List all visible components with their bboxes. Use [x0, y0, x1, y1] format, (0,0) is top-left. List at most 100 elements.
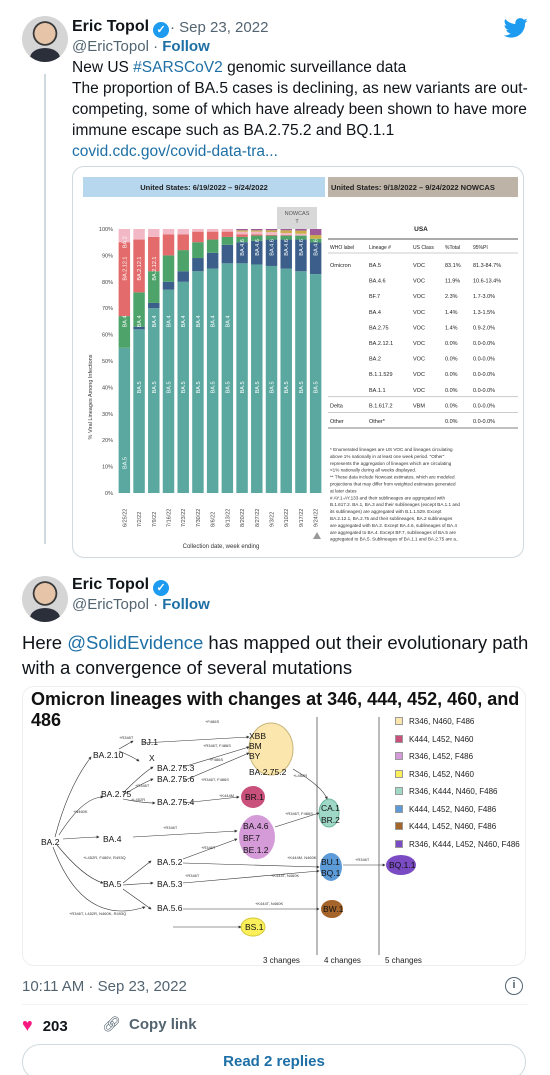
- col-4-changes: 4 changes: [324, 956, 361, 965]
- bar-segment: [295, 233, 307, 236]
- bar-segment: [162, 281, 175, 290]
- bar-segment: [162, 229, 175, 235]
- bar-segment: [251, 231, 263, 235]
- author-name-2[interactable]: Eric Topol ✓: [72, 576, 170, 596]
- tweet-date[interactable]: · Sep 23, 2022: [170, 19, 269, 36]
- like-button[interactable]: ♥ 203: [22, 1015, 68, 1036]
- divider: [22, 1004, 528, 1005]
- node-bw1: BW.1: [323, 904, 344, 914]
- follow-button-2[interactable]: Follow: [162, 596, 210, 613]
- bar-segment: [162, 255, 175, 282]
- follow-button[interactable]: Follow: [162, 38, 210, 55]
- author-name[interactable]: Eric Topol ✓: [72, 18, 170, 38]
- legend-item: K444, L452, N460, F486: [395, 822, 496, 832]
- info-icon[interactable]: i: [505, 977, 523, 995]
- y-tick-label: 80%: [102, 280, 113, 286]
- y-tick-label: 100%: [99, 227, 113, 233]
- author-handle-2[interactable]: @EricTopol · Follow: [72, 596, 210, 613]
- mut-17: +K444T, N460K: [271, 873, 299, 878]
- node-by: BY: [249, 751, 261, 761]
- col-5-changes: 5 changes: [385, 956, 422, 965]
- media-image[interactable]: United States: 6/19/2022 – 9/24/2022 Uni…: [72, 166, 524, 558]
- table-column-header: 95%PI: [473, 245, 488, 251]
- node-ba2: BA.2: [41, 837, 60, 847]
- bar-segment: [192, 258, 204, 272]
- avatar[interactable]: [22, 16, 68, 62]
- bar-segment: [192, 271, 204, 493]
- author-handle[interactable]: @EricTopol · Follow: [72, 38, 210, 55]
- x-tick-label: 6/25/22: [122, 509, 128, 527]
- read-replies-button[interactable]: Read 2 replies: [22, 1044, 526, 1075]
- twitter-bird-icon[interactable]: [504, 18, 528, 38]
- avatar-2[interactable]: [22, 576, 68, 622]
- node-x: X: [149, 753, 155, 763]
- copy-link-button[interactable]: 🔗︎ Copy link: [102, 1015, 197, 1033]
- bar-segment: [118, 316, 131, 348]
- node-ba2754: BA.2.75.4: [157, 797, 195, 807]
- table-cell: 0.0%: [445, 341, 458, 347]
- table-header: WHO label Lineage # US Class %Total 95%PI: [328, 245, 518, 254]
- mut-13: +R346T, F486S: [285, 811, 313, 816]
- bubble-bu1: [320, 853, 342, 881]
- node-be12: BE.1.2: [243, 845, 269, 855]
- node-bs1: BS.1: [245, 922, 264, 932]
- bar-label: BA.5: [299, 381, 305, 393]
- lineage-diagram-image[interactable]: Omicron lineages with changes at 346, 44…: [22, 686, 526, 966]
- table-cell: VBM: [413, 403, 425, 409]
- node-ba46: BA.4.6: [243, 821, 269, 831]
- bubble-bw1: [321, 900, 343, 918]
- y-tick-label: 70%: [102, 306, 113, 312]
- legend-label: K444, L452, N460: [409, 734, 474, 744]
- x-tick-label: 8/6/22: [211, 512, 217, 527]
- node-bq11: BQ.1.1: [389, 860, 416, 870]
- lineage-diagram: 3 changes 4 changes 5 changes: [41, 717, 422, 965]
- bar-label: BA.2.12.1: [137, 257, 143, 281]
- thread-line: [44, 74, 46, 544]
- legend-label: R346, N460, F486: [409, 717, 475, 726]
- tweet-timestamp[interactable]: 10:11 AM · Sep 23, 2022: [22, 978, 187, 995]
- bar-segment: [309, 235, 322, 239]
- mention-link[interactable]: @SolidEvidence: [67, 632, 204, 653]
- x-tick-label: 8/27/22: [255, 509, 261, 527]
- table-cell: BA.1.1: [369, 388, 386, 394]
- bar-label: BA.2: [122, 236, 128, 248]
- bar-segment: [309, 274, 322, 493]
- y-tick-label: 30%: [102, 412, 113, 418]
- bar-segment: [295, 229, 307, 231]
- like-count: 203: [42, 1018, 68, 1035]
- node-ba56: BA.5.6: [157, 903, 183, 913]
- x-tick-label: 7/9/22: [152, 512, 158, 527]
- col-3-changes: 3 changes: [263, 956, 300, 965]
- handle-text-2: @EricTopol: [72, 596, 149, 613]
- bar-segment: [221, 244, 234, 264]
- legend-swatch: [395, 822, 403, 830]
- mut-16: +K444M, N460K: [287, 855, 317, 860]
- bar-segment: [265, 235, 278, 240]
- bar-segment: [148, 236, 160, 272]
- bar-segment: [133, 292, 145, 327]
- footnote-line: <1% nationally during all weeks displaye…: [330, 468, 416, 473]
- footnote-line: ** These data include Nowcast estimates,…: [330, 475, 455, 480]
- table-cell: VOC: [413, 372, 425, 378]
- bar-segment: [280, 235, 292, 240]
- table-cell: 0.0%: [445, 372, 458, 378]
- url-link[interactable]: covid.cdc.gov/covid-data-tra...: [72, 143, 278, 160]
- legend-swatch: [395, 787, 403, 795]
- bar-segment: [133, 326, 145, 330]
- mut-6: +R346T: [135, 783, 150, 788]
- legend-item: K444, L452, N460, F486: [395, 804, 496, 815]
- bar-segment: [133, 229, 145, 240]
- table-cell: BF.7: [369, 294, 380, 300]
- bar-label: BA.4.6: [314, 239, 320, 256]
- table-cell: 0.0-0.0%: [473, 357, 495, 363]
- bar-segment: [206, 252, 219, 269]
- table-cell: B.1.1.529: [369, 372, 393, 378]
- bar-segment: [118, 242, 131, 317]
- table-cell: 0.0%: [445, 388, 458, 394]
- bar-label: BA.4: [211, 315, 217, 327]
- bar-segment: [177, 234, 189, 251]
- node-ca1: CA.1: [321, 803, 340, 813]
- tweet2-post: has mapped out their evolutionary path w…: [22, 632, 529, 678]
- hashtag-link[interactable]: #SARSCoV2: [133, 59, 223, 76]
- mut-18: +R346T: [355, 857, 370, 862]
